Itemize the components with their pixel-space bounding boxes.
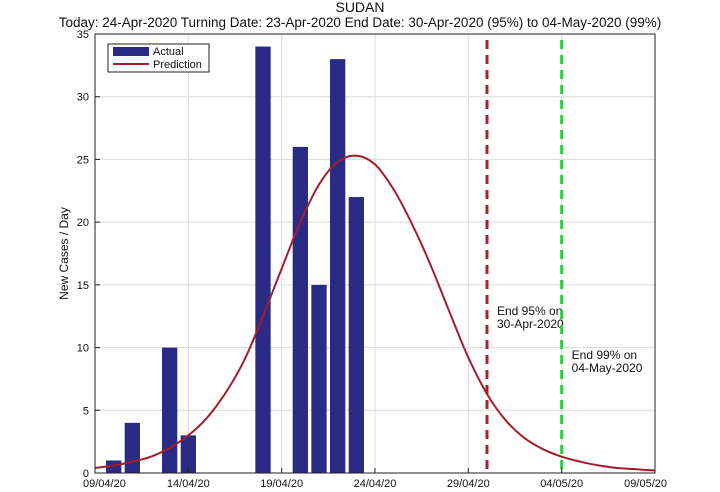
bar-23-04-20 (348, 197, 364, 474)
y-tick-label-4: 20 (77, 217, 89, 229)
y-tick-label-0: 0 (83, 468, 89, 480)
end-99-label: End 99% on 04-May-2020 (572, 348, 643, 375)
end-95-label-line-0: End 95% on (497, 304, 562, 318)
bar-14-04-20 (180, 435, 196, 473)
chart-title: SUDAN (335, 0, 385, 15)
x-tick-label-4: 29/04/20 (447, 478, 490, 490)
chart-subtitle: Today: 24-Apr-2020 Turning Date: 23-Apr-… (58, 15, 662, 30)
x-tick-label-3: 24/04/20 (354, 478, 397, 490)
end-date-markers: End 95% on 30-Apr-2020 End 99% on 04-May-20… (485, 40, 643, 473)
end-95-label-line-1: 30-Apr-2020 (497, 317, 564, 331)
y-tick-label-6: 30 (77, 92, 89, 104)
x-tick-label-0: 09/04/20 (83, 478, 126, 490)
y-tick-label-5: 25 (77, 154, 89, 166)
y-tick-label-7: 35 (77, 29, 89, 41)
y-axis-label: New Cases / Day (57, 207, 71, 300)
x-axis-ticks: 09/04/20 14/04/20 19/04/20 24/04/20 29/04/20… (83, 468, 667, 490)
y-tick-label-3: 15 (77, 280, 89, 292)
chart-title-block: SUDAN Today: 24-Apr-2020 Turning Date: 2… (0, 0, 720, 30)
x-tick-label-1: 14/04/20 (167, 478, 210, 490)
x-tick-label-2: 19/04/20 (260, 478, 303, 490)
y-tick-label-1: 5 (83, 405, 89, 417)
y-tick-label-2: 10 (77, 343, 89, 355)
end-99-label-line-0: End 99% on (572, 348, 637, 362)
end-95-label: End 95% on 30-Apr-2020 (497, 304, 564, 331)
y-axis-ticks: 0 5 10 15 20 25 30 35 (77, 29, 100, 480)
bar-20-04-20 (292, 146, 308, 473)
legend-swatch-actual (113, 47, 149, 56)
x-tick-label-5: 04/05/20 (540, 478, 583, 490)
bar-18-04-20 (255, 46, 271, 474)
bar-13-04-20 (162, 347, 178, 473)
prediction-line (94, 154, 656, 472)
bar-21-04-20 (311, 284, 327, 473)
bar-11-04-20 (124, 422, 140, 473)
legend-label-actual: Actual (153, 46, 184, 58)
x-tick-label-6: 09/05/20 (624, 478, 667, 490)
bar-10-04-20 (106, 460, 122, 473)
end-99-label-line-1: 04-May-2020 (572, 361, 643, 375)
bar-22-04-20 (330, 59, 346, 473)
legend-label-prediction: Prediction (153, 59, 202, 71)
